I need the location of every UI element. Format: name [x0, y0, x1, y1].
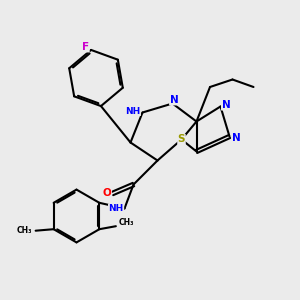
Text: NH: NH [125, 106, 140, 116]
Text: N: N [221, 100, 230, 110]
Text: S: S [178, 134, 185, 145]
Text: F: F [82, 42, 89, 52]
Text: O: O [103, 188, 112, 199]
Text: N: N [232, 133, 241, 143]
Text: CH₃: CH₃ [118, 218, 134, 227]
Text: CH₃: CH₃ [16, 226, 32, 235]
Text: N: N [169, 95, 178, 105]
Text: NH: NH [109, 204, 124, 213]
